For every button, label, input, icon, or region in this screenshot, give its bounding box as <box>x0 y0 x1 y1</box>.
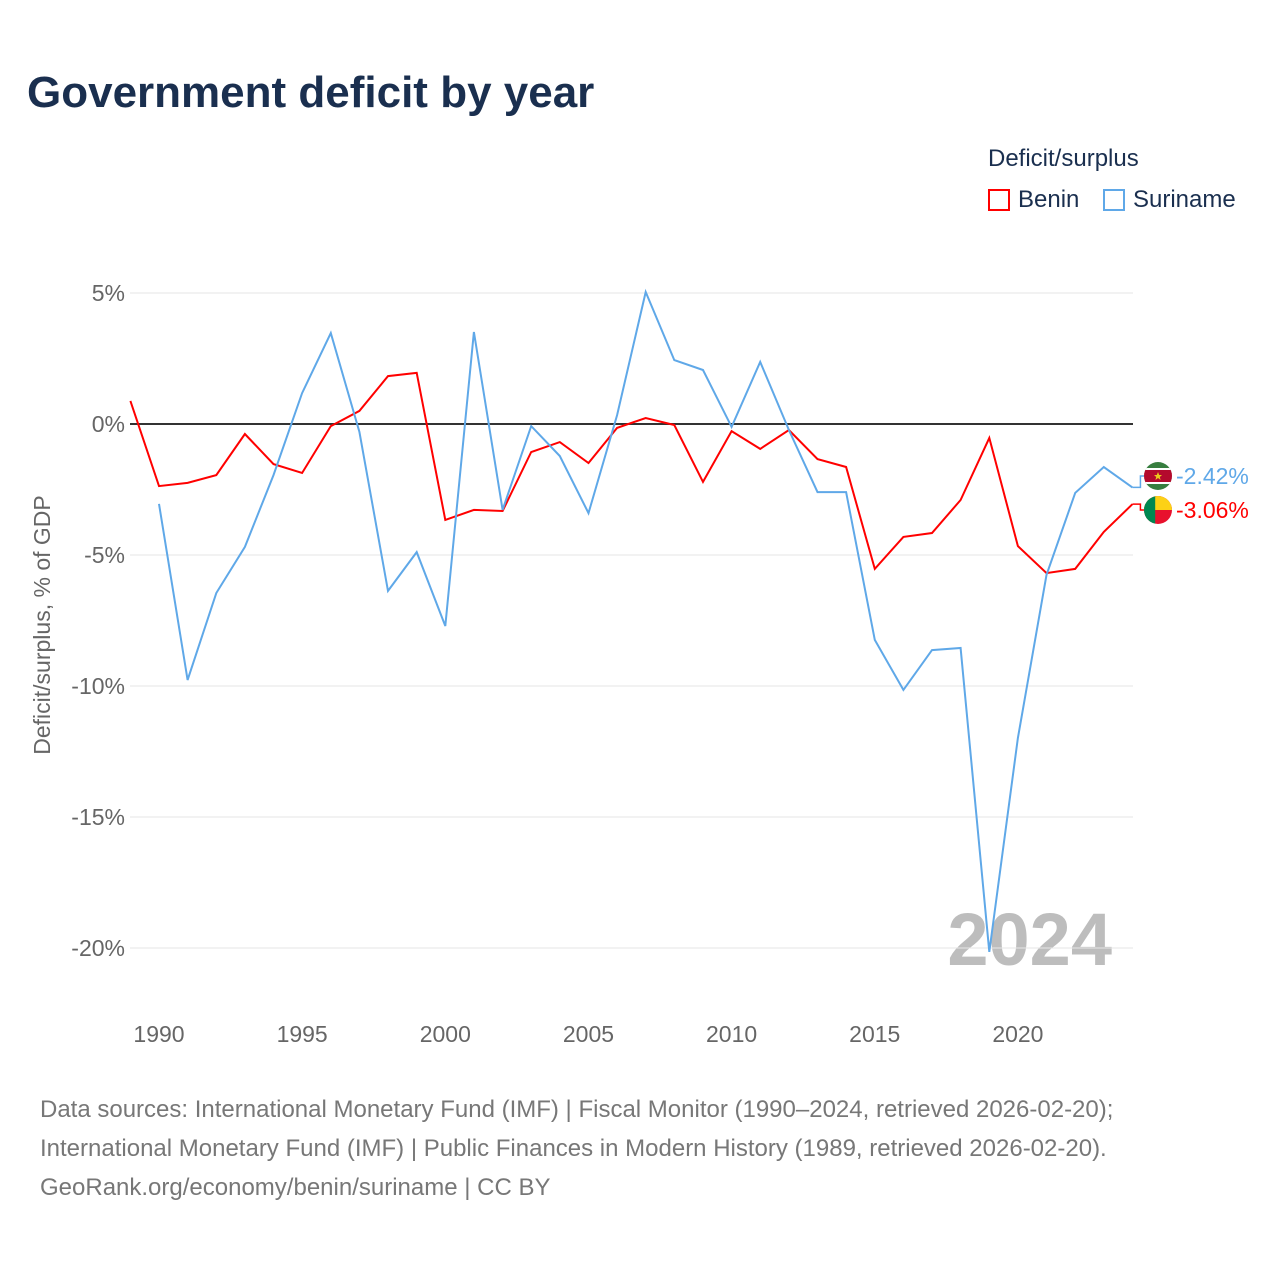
y-tick-label: 0% <box>92 411 125 437</box>
flag-benin-icon <box>1144 496 1172 524</box>
legend-title: Deficit/surplus <box>988 145 1139 172</box>
source-line-1: Data sources: International Monetary Fun… <box>40 1096 1114 1123</box>
end-label-connector <box>1132 503 1145 511</box>
legend-label-suriname: Suriname <box>1133 186 1236 213</box>
x-tick-label: 2010 <box>706 1021 757 1047</box>
y-tick-label: -15% <box>71 804 125 830</box>
x-tick-label: 2005 <box>563 1021 614 1047</box>
y-tick-label: -10% <box>71 673 125 699</box>
x-tick-label: 2000 <box>420 1021 471 1047</box>
x-tick-label: 2015 <box>849 1021 900 1047</box>
legend-swatch-benin <box>988 189 1010 211</box>
legend-item-suriname[interactable]: Suriname <box>1103 186 1236 214</box>
y-tick-label: -5% <box>84 542 125 568</box>
y-tick-label: 5% <box>92 280 125 306</box>
y-tick-label: -20% <box>71 935 125 961</box>
x-tick-label: 1995 <box>277 1021 328 1047</box>
flag-suriname-icon <box>1144 462 1172 490</box>
x-tick-label: 1990 <box>133 1021 184 1047</box>
series-line-benin[interactable] <box>129 371 1134 575</box>
legend-swatch-suriname <box>1103 189 1125 211</box>
footer: Data sources: International Monetary Fun… <box>40 1090 1113 1207</box>
chart-title: Government deficit by year <box>27 68 595 117</box>
end-label-connector <box>1132 475 1145 489</box>
source-line-2: International Monetary Fund (IMF) | Publ… <box>40 1135 1107 1162</box>
legend-item-benin[interactable]: Benin <box>988 186 1079 214</box>
end-label-suriname: -2.42% <box>1176 463 1249 489</box>
y-axis-label: Deficit/surplus, % of GDP <box>29 495 55 754</box>
legend-label-benin: Benin <box>1018 186 1080 213</box>
attribution-link[interactable]: GeoRank.org/economy/benin/suriname | CC … <box>40 1174 551 1201</box>
end-label-benin: -3.06% <box>1176 497 1249 523</box>
overlay-year: 2024 <box>947 898 1112 981</box>
series-line-suriname[interactable] <box>158 288 1133 953</box>
x-tick-label: 2020 <box>992 1021 1043 1047</box>
